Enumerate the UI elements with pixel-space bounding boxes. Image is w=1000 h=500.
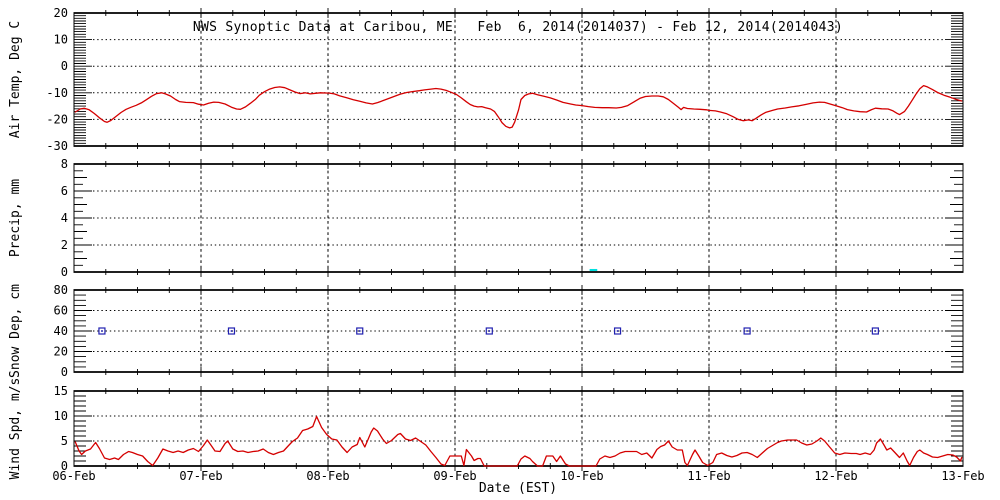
x-tick-label: 06-Feb [52,469,95,483]
snow-depth-marker-dot [101,330,103,332]
snow-depth-marker [227,327,236,335]
y-axis-ruler-left [74,12,92,147]
x-tick-label: 11-Feb [687,469,730,483]
y-tick-label: -10 [46,86,68,100]
x-ticks [105,285,932,377]
y-axis-ruler-right [945,163,963,273]
y-tick-label: 10 [54,409,68,423]
y-axis-title-precip: Precip, mm [8,179,23,257]
x-ticks [105,159,932,277]
y-tick-label: 40 [54,324,68,338]
snow-depth-marker-dot [746,330,748,332]
wind-speed-series-line [74,415,963,467]
air-temp-series-line [74,84,963,129]
y-tick-label: 2 [61,238,68,252]
snow-depth-marker [743,327,751,335]
x-tick-label: 10-Feb [560,469,603,483]
x-tick-label: 12-Feb [814,469,857,483]
y-axis-ruler-right [945,390,963,467]
snow-depth-marker-dot [874,330,877,332]
panel-air-temp: 20 10 0 -10 -20 -30 Air Temp, Deg C [8,6,964,153]
y-tick-label: -20 [46,112,68,126]
y-axis-title-wind-speed: Wind Spd, m/s [8,378,23,480]
x-tick-label: 13-Feb [941,469,984,483]
y-axis-ruler-left [74,289,92,373]
x-axis-labels: 06-Feb 07-Feb 08-Feb 09-Feb 10-Feb 11-Feb 12-F… [52,469,984,483]
x-tick-label: 08-Feb [306,469,349,483]
snow-depth-marker-dot [230,330,233,332]
y-tick-label: 60 [54,304,68,318]
panel-wind-speed: 15 10 5 0 Wind Spd, m/s [8,378,964,480]
y-tick-label: 10 [54,33,68,47]
y-tick-label: 0 [61,365,68,379]
panel-border [73,390,964,467]
chart-title: NWS Synoptic Data at Caribou, ME Feb 6, … [192,20,844,35]
snow-depth-marker [98,327,106,335]
y-axis-title-air-temp: Air Temp, Deg C [8,21,23,138]
snow-depth-marker [613,327,622,335]
snow-depth-marker-dot [358,330,361,332]
y-tick-label: 0 [61,459,68,473]
y-tick-label: 0 [61,265,68,279]
panel-precip: 8 6 4 2 0 Precip, mm [8,157,964,279]
y-axis-title-snow-depth: Snow Dep, cm [8,284,23,378]
y-tick-label: 20 [54,6,68,20]
y-tick-label: 4 [61,211,68,225]
y-tick-label: 20 [54,345,68,359]
x-tick-label: 07-Feb [179,469,222,483]
y-tick-label: 0 [61,59,68,73]
y-axis-ruler-right [945,12,963,147]
snow-depth-marker [485,327,493,335]
y-axis-ruler-right [945,289,963,373]
panel-snow-depth: 80 60 40 20 0 Snow Dep, cm [8,283,964,379]
y-axis-ruler-left [74,163,92,273]
y-tick-label: -30 [46,139,68,153]
snow-depth-marker-dot [488,330,491,332]
x-ticks [105,8,932,151]
snow-depth-marker [356,327,364,335]
y-tick-label: 5 [61,434,68,448]
y-tick-label: 8 [61,157,68,171]
y-axis-ruler-left [74,390,92,467]
precip-bar [589,268,598,271]
x-ticks [105,386,932,471]
x-tick-label: 09-Feb [433,469,476,483]
y-tick-label: 6 [61,184,68,198]
y-tick-label: 15 [54,384,68,398]
x-axis-title: Date (EST) [478,481,558,496]
snow-depth-marker [871,327,879,335]
y-tick-label: 80 [54,283,68,297]
snow-depth-marker-dot [616,330,619,332]
